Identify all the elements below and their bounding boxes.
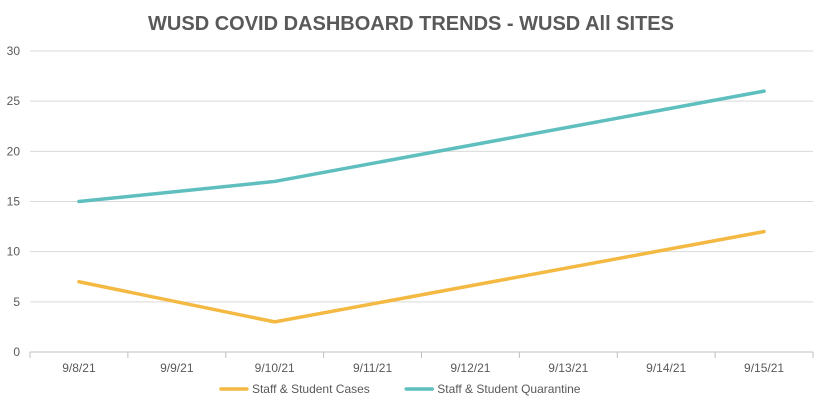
x-tick-label: 9/8/21 [62,361,96,375]
y-tick-label: 10 [7,245,21,259]
chart-title: WUSD COVID DASHBOARD TRENDS - WUSD All S… [148,13,674,35]
y-tick-label: 20 [7,144,21,158]
y-tick-label: 15 [7,195,21,209]
x-axis-tick-labels: 9/8/21 9/9/21 9/10/21 9/11/21 9/12/21 9/13/21… [62,361,784,375]
legend-label: Staff & Student Cases [252,382,370,396]
x-tick-label: 9/12/21 [450,361,490,375]
x-tick-label: 9/13/21 [548,361,588,375]
legend: Staff & Student Cases Staff & Student Qua… [219,382,581,396]
x-tick-label: 9/10/21 [255,361,295,375]
series-line-1 [77,229,766,324]
y-axis-tick-labels: 0 5 10 15 20 25 30 [7,44,21,359]
x-tick-label: 9/11/21 [353,361,392,375]
y-tick-label: 0 [13,345,20,359]
series-line-2 [77,89,766,204]
y-tick-label: 25 [7,94,21,108]
gridlines [29,50,814,358]
y-tick-label: 5 [13,295,20,309]
x-tick-label: 9/15/21 [744,361,784,375]
x-tick-label: 9/9/21 [160,361,194,375]
x-tick-label: 9/14/21 [646,361,686,375]
y-tick-label: 30 [7,44,21,58]
legend-label: Staff & Student Quarantine [437,382,581,396]
series-lines [77,89,766,324]
